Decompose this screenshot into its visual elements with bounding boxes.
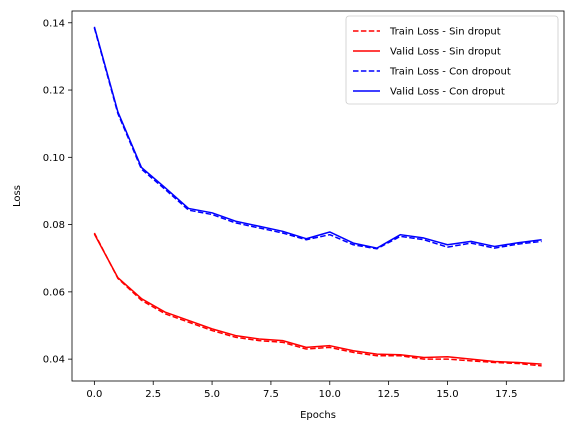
- legend-label: Train Loss - Con dropout: [389, 67, 511, 78]
- x-tick-label: 0.0: [86, 389, 102, 400]
- y-tick-label: 0.10: [43, 153, 65, 164]
- x-tick-label: 10.0: [319, 389, 341, 400]
- y-tick-label: 0.04: [43, 355, 65, 366]
- x-tick-label: 5.0: [204, 389, 220, 400]
- legend-box: [345, 15, 559, 105]
- x-tick-label: 7.5: [263, 389, 279, 400]
- series-line-2: [93, 27, 542, 250]
- legend-label: Train Loss - Sin droput: [389, 27, 501, 38]
- x-tick-label: 2.5: [145, 389, 161, 400]
- legend-label: Valid Loss - Sin droput: [390, 47, 501, 58]
- plot-area: [71, 10, 565, 382]
- x-tick-label: 17.5: [495, 389, 517, 400]
- y-axis-label: Loss: [12, 185, 23, 207]
- axes-frame: [71, 10, 565, 382]
- x-axis-ticks: 0.0 2.5 5.0 7.5 10.0 12.5 15.0 17.5: [86, 381, 517, 400]
- x-tick-label: 15.0: [436, 389, 458, 400]
- series-line-1: [93, 233, 542, 365]
- series-layer: [93, 26, 542, 367]
- y-tick-label: 0.14: [43, 18, 65, 29]
- y-tick-label: 0.08: [43, 220, 65, 231]
- series-line-3: [93, 26, 542, 249]
- y-tick-label: 0.06: [43, 287, 65, 298]
- legend-label: Valid Loss - Con droput: [390, 87, 505, 98]
- legend: Train Loss - Sin droput Valid Loss - Sin …: [345, 15, 559, 105]
- series-line-0: [93, 232, 542, 367]
- x-axis-label: Epochs: [300, 410, 336, 421]
- x-tick-label: 12.5: [377, 389, 399, 400]
- y-tick-label: 0.12: [43, 86, 65, 97]
- y-axis-ticks: 0.04 0.06 0.08 0.10 0.12 0.14: [43, 18, 72, 366]
